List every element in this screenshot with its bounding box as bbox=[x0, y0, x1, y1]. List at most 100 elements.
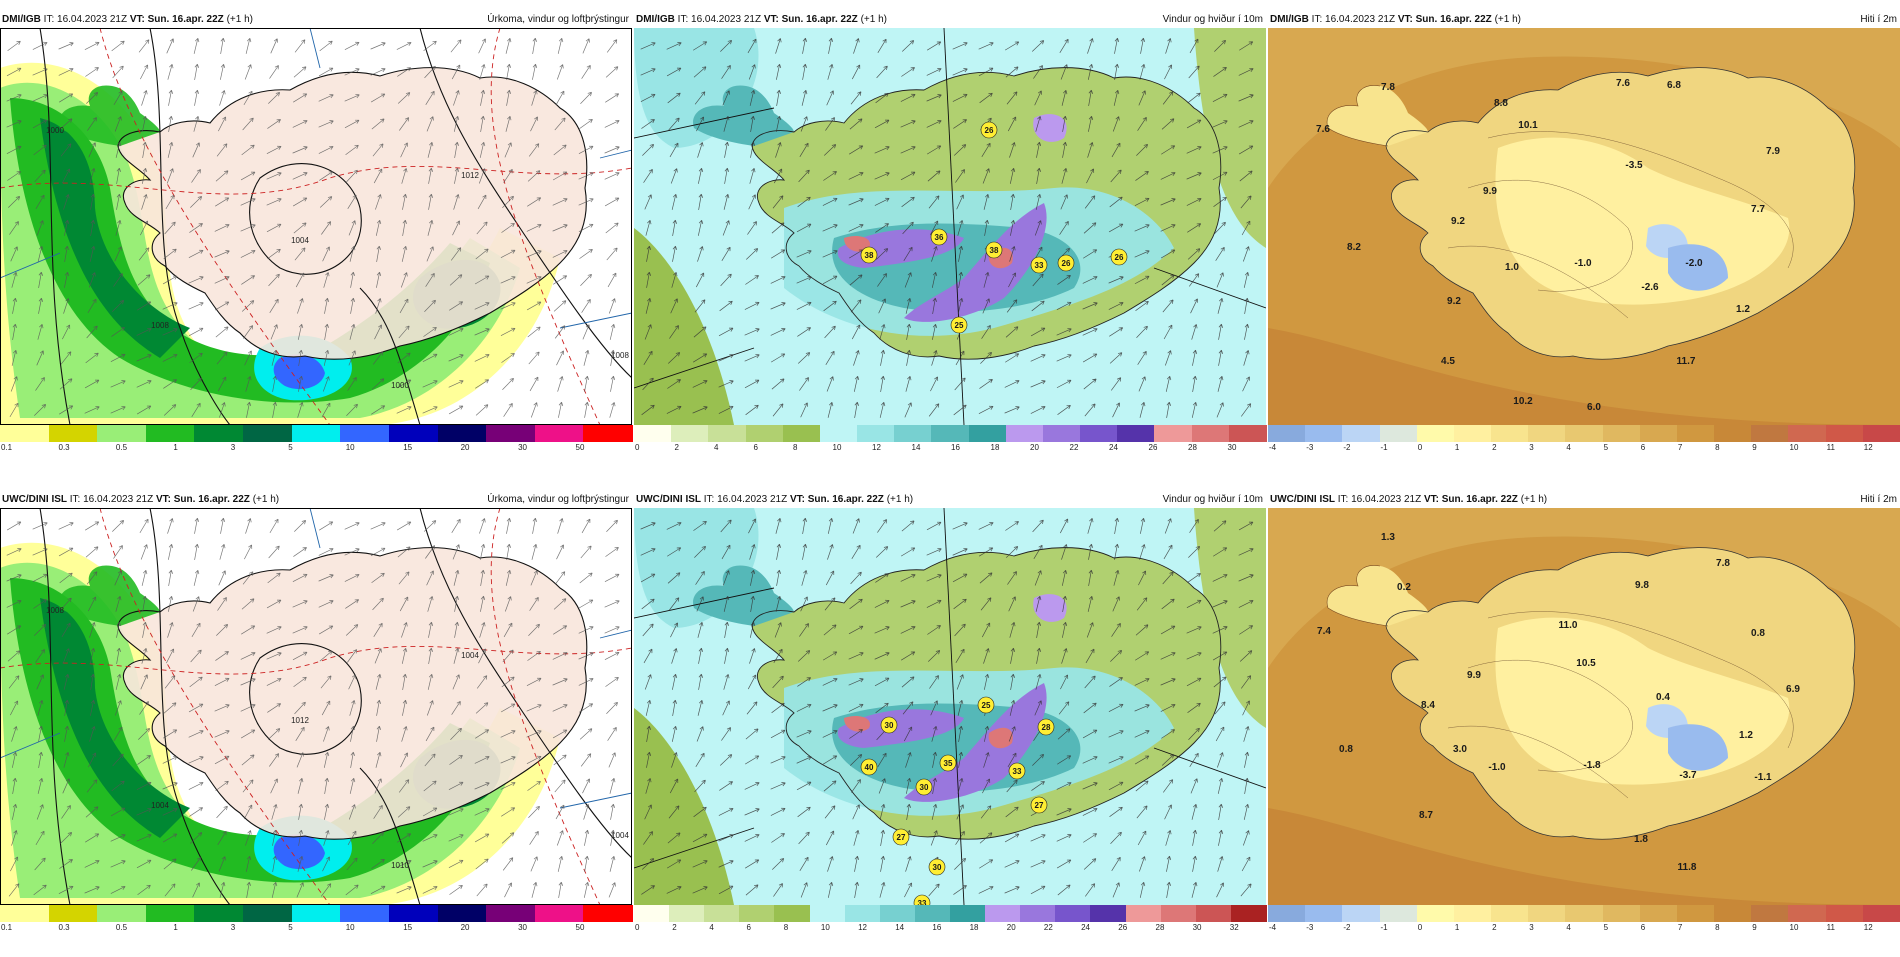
temperature-value: 8.8 bbox=[1494, 98, 1508, 109]
scale-tick-label: 2 bbox=[674, 443, 679, 452]
scale-tick-label: 2 bbox=[1492, 443, 1497, 452]
scale-tick-label: -4 bbox=[1269, 923, 1277, 932]
gust-marker bbox=[913, 894, 931, 905]
gust-value: 35 bbox=[944, 759, 953, 768]
scale-tick-label: 5 bbox=[1603, 923, 1609, 932]
scale-tick-label: 8 bbox=[1715, 923, 1720, 932]
scale-tick-label: 0.3 bbox=[58, 923, 70, 932]
scale-swatch bbox=[1055, 905, 1092, 922]
temperature-value: 1.0 bbox=[1505, 262, 1519, 273]
isobar-label: 1008 bbox=[151, 321, 169, 330]
gust-marker bbox=[930, 228, 948, 246]
color-scale-ticks: 0.1 0.3 0.5 1 3 5 10 15 20 30 50 bbox=[0, 442, 632, 454]
scale-swatch bbox=[1416, 905, 1455, 922]
scale-tick-label: -1 bbox=[1380, 443, 1388, 452]
panel-title: Hiti í 2m bbox=[1860, 494, 1897, 505]
panel-title: Vindur og hviður í 10m bbox=[1162, 14, 1263, 25]
scale-tick-label: 8 bbox=[1715, 443, 1720, 452]
scale-swatch bbox=[669, 905, 705, 922]
temperature-value: 7.8 bbox=[1381, 82, 1395, 93]
wind-arrows bbox=[6, 37, 620, 418]
scale-swatch bbox=[1676, 425, 1715, 442]
scale-tick-label: 7 bbox=[1677, 443, 1683, 452]
wind-map: 25 30 28 40 35 30 33 27 27 30 33 bbox=[634, 508, 1266, 905]
temperature-value: 0.8 bbox=[1339, 744, 1353, 755]
valid-time: Sun. 16.apr. 22Z bbox=[1415, 14, 1492, 25]
temperature-value: 7.6 bbox=[1316, 124, 1330, 135]
valid-label: VT: bbox=[789, 494, 805, 505]
scale-swatch bbox=[48, 905, 98, 922]
lead-time: (+1 h) bbox=[1494, 14, 1521, 25]
scale-tick-label: 14 bbox=[895, 923, 905, 932]
gust-marker bbox=[939, 754, 957, 772]
scale-swatch bbox=[1195, 905, 1232, 922]
temperature-value: 1.2 bbox=[1739, 730, 1753, 741]
temperature-value: -1.0 bbox=[1574, 258, 1592, 269]
gust-marker bbox=[1030, 796, 1048, 814]
scale-tick-label: 24 bbox=[1109, 443, 1118, 452]
scale-swatch bbox=[1005, 425, 1044, 442]
gust-value: 26 bbox=[1115, 253, 1124, 262]
scale-swatch bbox=[1268, 905, 1306, 922]
scale-swatch bbox=[0, 905, 50, 922]
scale-swatch bbox=[291, 425, 341, 442]
scale-tick-label: 0.5 bbox=[115, 443, 128, 452]
scale-tick-label: 5 bbox=[288, 923, 293, 932]
scale-tick-label: 3 bbox=[230, 923, 236, 932]
scale-swatch bbox=[388, 425, 439, 442]
scale-tick-label: 10 bbox=[820, 923, 830, 932]
scale-tick-label: -4 bbox=[1269, 443, 1277, 452]
temperature-value: 3.0 bbox=[1453, 744, 1467, 755]
scale-tick-label: 15 bbox=[403, 923, 413, 932]
scale-swatch bbox=[291, 905, 341, 922]
scale-swatch bbox=[1751, 425, 1790, 442]
temperature-value: 7.9 bbox=[1766, 146, 1780, 157]
scale-tick-label: 5 bbox=[288, 443, 293, 452]
temperature-value: 1.8 bbox=[1634, 834, 1648, 845]
scale-tick-label: 22 bbox=[1043, 923, 1053, 932]
scale-swatch bbox=[968, 425, 1007, 442]
gust-marker bbox=[892, 828, 910, 846]
scale-swatch bbox=[739, 905, 776, 922]
scale-swatch bbox=[1042, 425, 1081, 442]
gust-value: 33 bbox=[918, 899, 927, 905]
uwc-wind-panel: UWC/DINI ISL IT: 16.04.2023 21Z VT: Sun.… bbox=[634, 492, 1267, 957]
isobars bbox=[39, 28, 632, 425]
precip-map: 1000 1004 1008 1012 1000 1008 bbox=[0, 28, 632, 425]
scale-tick-label: 20 bbox=[1030, 443, 1039, 452]
scale-tick-label: -3 bbox=[1306, 443, 1314, 452]
scale-swatch bbox=[1453, 425, 1492, 442]
temperature-value: 7.6 bbox=[1616, 78, 1630, 89]
scale-swatch bbox=[1602, 905, 1641, 922]
gust-marker bbox=[1057, 254, 1075, 272]
scale-swatch bbox=[1565, 905, 1604, 922]
lead-time: (+1 h) bbox=[226, 14, 253, 25]
isobar-label: 1010 bbox=[391, 861, 409, 870]
scale-swatch bbox=[1125, 905, 1162, 922]
temperature-value: -2.6 bbox=[1641, 282, 1659, 293]
scale-tick-label: 5 bbox=[1603, 443, 1609, 452]
scale-tick-label: 14 bbox=[911, 443, 921, 452]
scale-tick-label: -1 bbox=[1380, 923, 1388, 932]
scale-tick-label: 12 bbox=[1863, 923, 1873, 932]
gust-value: 27 bbox=[1035, 801, 1044, 810]
scale-tick-label: 0 bbox=[1417, 443, 1423, 452]
valid-label: VT: bbox=[155, 494, 171, 505]
scale-swatch bbox=[583, 425, 633, 442]
scale-tick-label: 10 bbox=[1789, 923, 1799, 932]
scale-tick-label: 0.3 bbox=[58, 443, 70, 452]
scale-tick-label: 4 bbox=[1566, 443, 1571, 452]
scale-tick-label: 9 bbox=[1752, 923, 1757, 932]
model-name: DMI/IGB bbox=[2, 14, 41, 25]
uwc-precip-panel: UWC/DINI ISL IT: 16.04.2023 21Z VT: Sun.… bbox=[0, 492, 633, 957]
model-name: DMI/IGB bbox=[1270, 14, 1309, 25]
wind-arrows bbox=[6, 517, 620, 898]
scale-swatch bbox=[1305, 425, 1343, 442]
scale-swatch bbox=[1602, 425, 1641, 442]
temperature-value: 11.7 bbox=[1677, 356, 1696, 367]
init-time: IT: 16.04.2023 21Z bbox=[677, 14, 762, 25]
gust-value: 33 bbox=[1035, 261, 1044, 270]
scale-swatch bbox=[1788, 425, 1827, 442]
scale-tick-label: 16 bbox=[932, 923, 942, 932]
temperature-value: -3.7 bbox=[1679, 770, 1697, 781]
